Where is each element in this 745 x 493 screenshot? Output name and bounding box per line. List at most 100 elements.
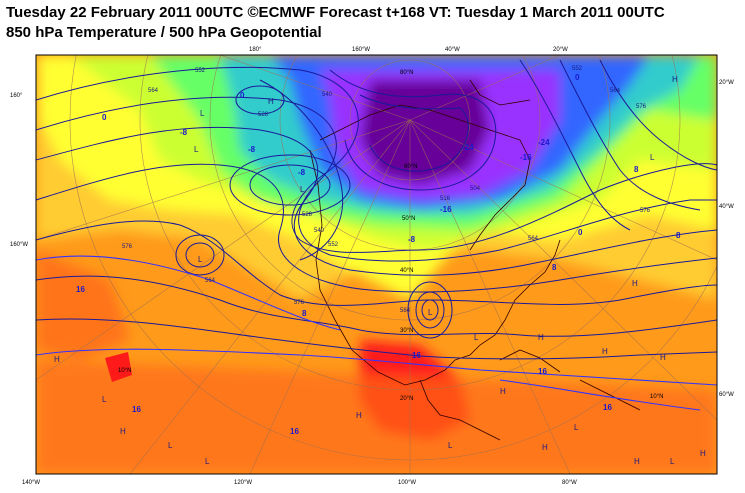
geopotential-label-10: 564 — [205, 278, 216, 284]
pressure-centre-14: L — [205, 457, 210, 466]
right-border-label-1: 40°W — [719, 204, 734, 210]
pressure-centre-19: H — [542, 443, 548, 452]
top-border-label-0: 180° — [249, 47, 262, 53]
temperature-field — [36, 55, 717, 474]
temperature-label-4: -24 — [462, 143, 474, 152]
geopotential-label-17: 576 — [636, 104, 647, 110]
left-border-label-1: 160°W — [10, 242, 28, 248]
right-border-label-2: 60°W — [719, 392, 734, 398]
pressure-centre-24: L — [474, 333, 479, 342]
pressure-centre-10: H — [660, 353, 666, 362]
geopotential-labels: 552 528 540 528 504 516 540 552 564 576 … — [122, 66, 651, 314]
latitude-label-1: 60°N — [404, 164, 417, 170]
geopotential-contours — [36, 59, 717, 360]
pressure-centre-13: L — [168, 441, 173, 450]
pressure-centre-5: L — [428, 308, 433, 317]
latitude-label-5: 20°N — [400, 396, 413, 402]
temperature-label-6: -16 — [440, 205, 452, 214]
geopotential-label-5: 516 — [440, 196, 451, 202]
pressure-centre-11: L — [102, 395, 107, 404]
temperature-label-2: -8 — [298, 168, 306, 177]
geopotential-label-11: 576 — [122, 244, 133, 250]
geopotential-label-9: 576 — [294, 300, 305, 306]
temperature-label-21: 8 — [676, 231, 681, 240]
temperature-label-7: -16 — [520, 153, 532, 162]
right-border-label-0: 20°W — [719, 80, 734, 86]
bottom-border-label-1: 120°W — [234, 480, 252, 486]
bottom-border-label-3: 80°W — [562, 480, 577, 486]
geopotential-label-0: 552 — [195, 68, 206, 74]
pressure-centre-16: H — [500, 387, 506, 396]
border-labels: 160° 160°W 140°W 20°W 40°W 60°W 180° 160… — [10, 47, 734, 486]
geopotential-label-8: 564 — [528, 236, 539, 242]
pressure-centre-6: L — [650, 153, 655, 162]
coastlines — [309, 79, 641, 441]
temperature-label-3: 0 — [240, 91, 245, 100]
geopotential-label-15: 584 — [400, 308, 411, 314]
geopotential-label-6: 540 — [314, 228, 325, 234]
chart-title: Tuesday 22 February 2011 00UTC ©ECMWF Fo… — [6, 4, 665, 21]
pressure-centre-9: H — [602, 347, 608, 356]
latitude-label-6: 10°N — [118, 368, 131, 374]
pressure-centre-8: H — [54, 355, 60, 364]
geopotential-label-1: 528 — [258, 112, 269, 118]
pressure-centre-4: L — [198, 255, 203, 264]
pressure-centre-7: H — [632, 279, 638, 288]
pressure-centre-22: L — [448, 441, 453, 450]
pressure-centre-17: H — [634, 457, 640, 466]
temperature-label-18: 16 — [603, 403, 612, 412]
left-border-label-0: 160° — [10, 93, 23, 99]
geopotential-label-12: 552 — [572, 66, 583, 72]
temperature-label-5: -24 — [538, 138, 550, 147]
pressure-centre-20: L — [670, 457, 675, 466]
geopotential-label-14: 576 — [640, 208, 651, 214]
latitude-label-4: 30°N — [400, 328, 413, 334]
temperature-isotherms — [36, 255, 717, 411]
pressure-centre-2: L — [194, 145, 199, 154]
temperature-label-15: 16 — [132, 405, 141, 414]
bottom-border-label-0: 140°W — [22, 480, 40, 486]
temperature-label-20: -8 — [180, 128, 188, 137]
chart-subtitle: 850 hPa Temperature / 500 hPa Geopotenti… — [6, 24, 322, 41]
geopotential-label-4: 504 — [470, 186, 481, 192]
temperature-label-19: 0 — [575, 73, 580, 82]
temperature-label-9: 0 — [578, 228, 583, 237]
top-border-label-1: 160°W — [352, 47, 370, 53]
pressure-centres: H L L L L L L H H H H L H L L H H H L H … — [54, 75, 706, 466]
temperature-label-12: 16 — [76, 285, 85, 294]
temperature-label-1: -8 — [248, 145, 256, 154]
pressure-centre-18: L — [574, 423, 579, 432]
temperature-label-10: 8 — [634, 165, 639, 174]
bottom-border-label-2: 100°W — [398, 480, 416, 486]
temperature-label-13: 16 — [412, 351, 421, 360]
pressure-centre-12: H — [120, 427, 126, 436]
pressure-centre-0: H — [268, 97, 274, 106]
latitude-label-7: 10°N — [650, 394, 663, 400]
geopotential-label-13: 564 — [610, 88, 621, 94]
temperature-label-11: 8 — [552, 263, 557, 272]
geopotential-label-16: 564 — [148, 88, 159, 94]
temperature-label-17: 16 — [538, 367, 547, 376]
temperature-label-16: 16 — [290, 427, 299, 436]
temperature-label-14: 8 — [302, 309, 307, 318]
latitude-label-2: 50°N — [402, 216, 415, 222]
pressure-centre-23: H — [538, 333, 544, 342]
temperature-label-8: -8 — [408, 235, 416, 244]
temperature-label-0: 0 — [102, 113, 107, 122]
pressure-centre-25: H — [672, 75, 678, 84]
pressure-centre-15: H — [356, 411, 362, 420]
temperature-labels: 0 -8 -8 0 -24 -24 -16 -16 -8 0 8 8 16 16… — [76, 73, 681, 436]
geopotential-label-7: 552 — [328, 242, 339, 248]
top-border-label-2: 40°W — [445, 47, 460, 53]
latitude-label-3: 40°N — [400, 268, 413, 274]
map-frame — [35, 54, 718, 475]
pressure-centre-21: H — [700, 449, 706, 458]
geopotential-label-3: 528 — [302, 212, 313, 218]
latitude-label-0: 80°N — [400, 70, 413, 76]
latitude-labels: 80°N 60°N 50°N 40°N 30°N 20°N 10°N 10°N — [118, 70, 663, 402]
pressure-centre-3: L — [300, 185, 305, 194]
pressure-centre-1: L — [200, 109, 205, 118]
top-border-label-3: 20°W — [553, 47, 568, 53]
geopotential-label-2: 540 — [322, 92, 333, 98]
